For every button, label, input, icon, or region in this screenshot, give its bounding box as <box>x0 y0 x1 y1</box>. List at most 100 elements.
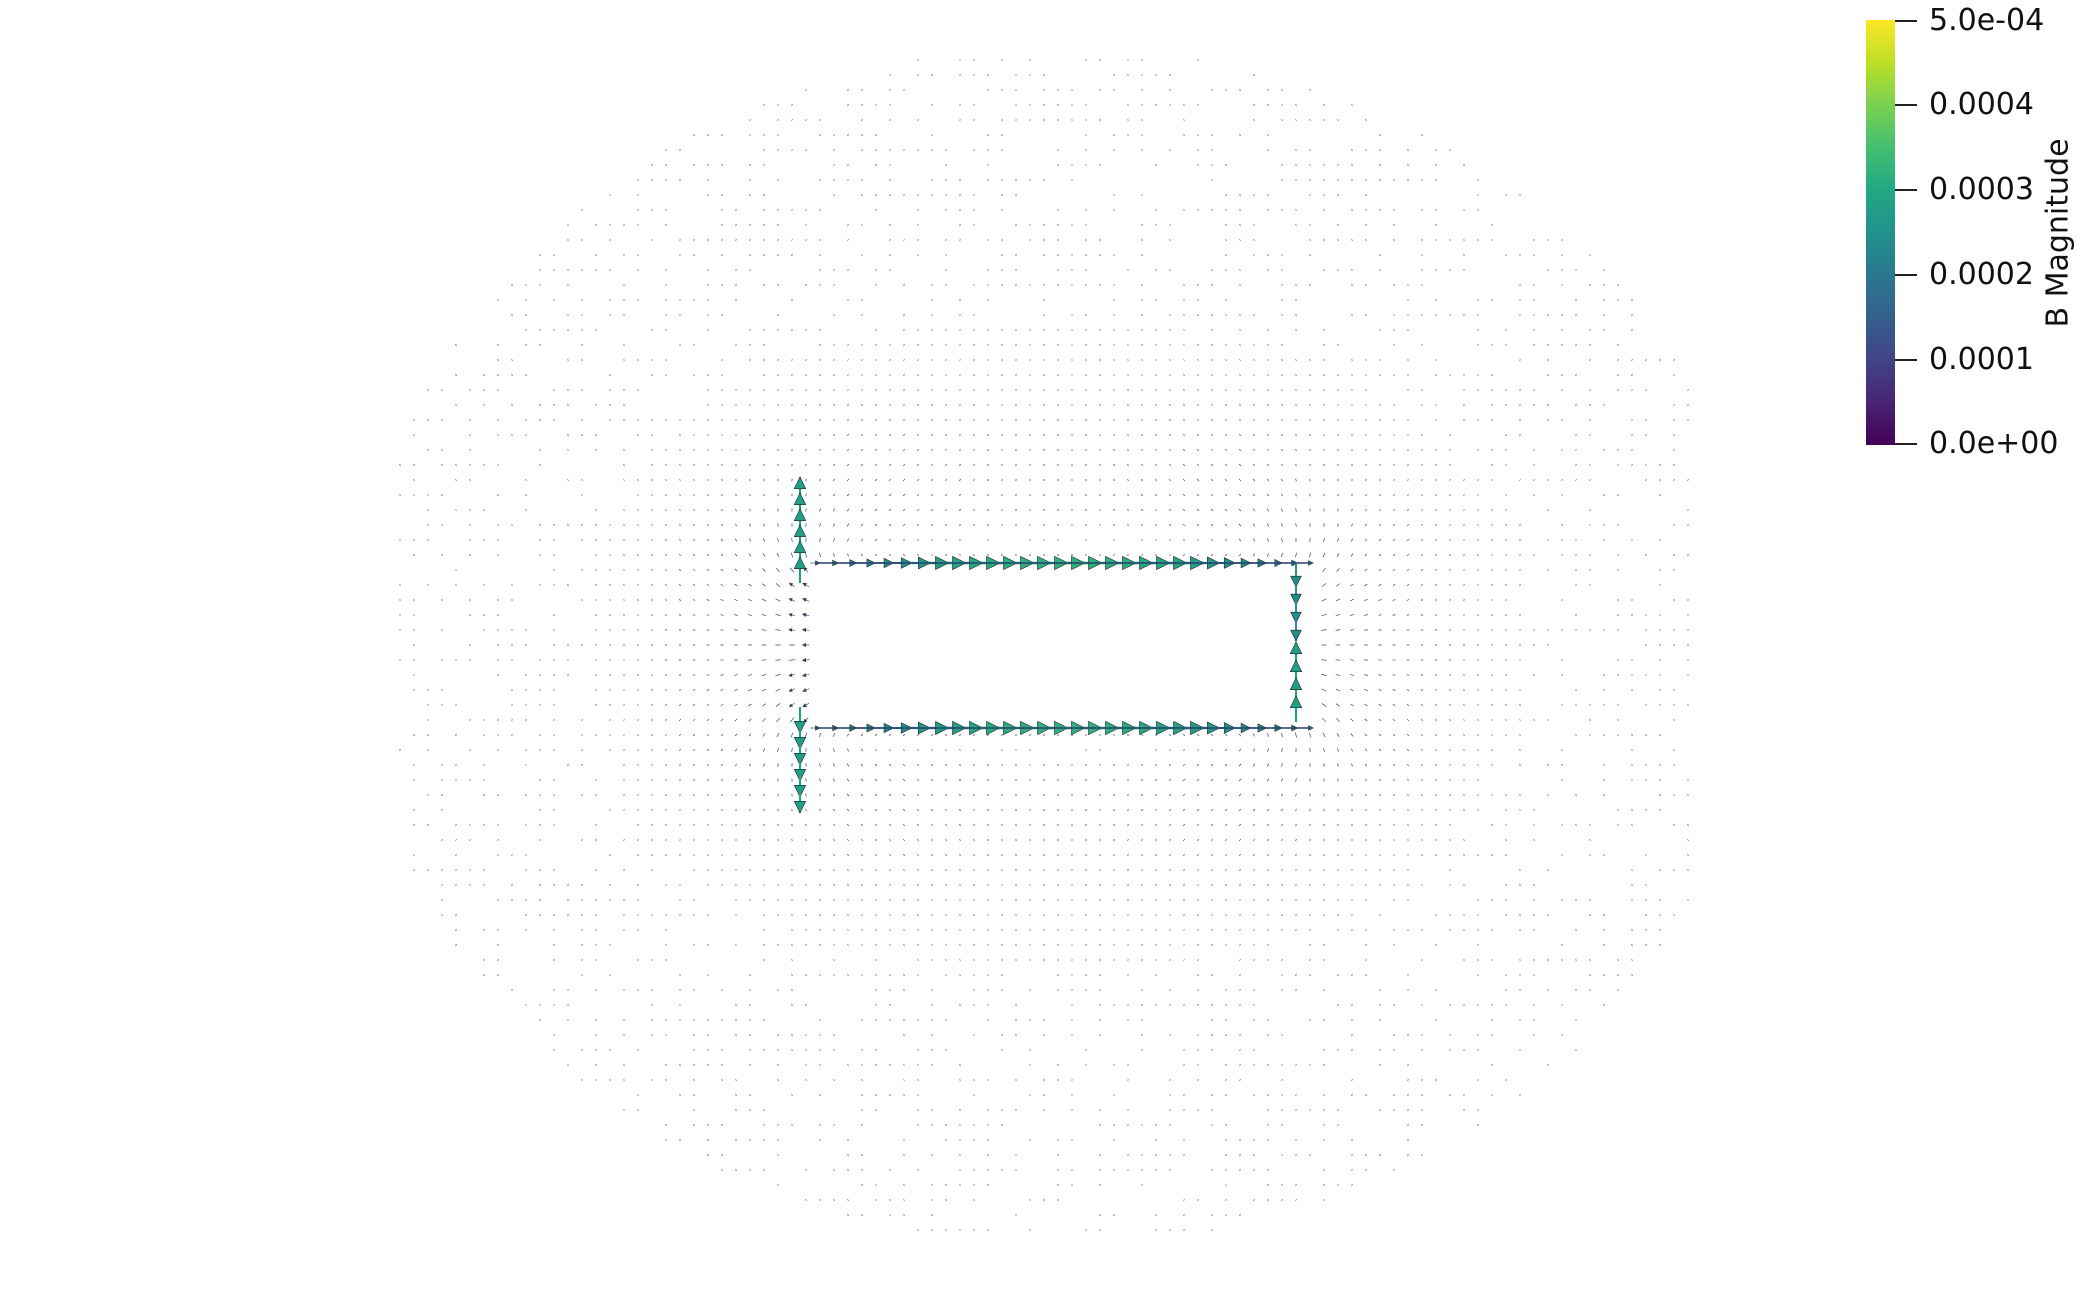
field-vector <box>762 660 767 661</box>
field-vector <box>427 825 428 826</box>
field-vector <box>1169 375 1170 376</box>
field-vector <box>722 509 723 511</box>
field-vector <box>1211 524 1213 526</box>
field-vector <box>764 194 765 195</box>
field-vector <box>526 869 527 870</box>
field-vector <box>959 735 961 736</box>
field-vector <box>1408 494 1409 496</box>
field-vector <box>1183 479 1185 480</box>
field-vector <box>820 374 821 375</box>
field-vector <box>1393 569 1395 571</box>
field-vector <box>847 1140 848 1141</box>
field-vector <box>1617 449 1618 450</box>
field-vector <box>945 749 946 750</box>
field-vector <box>1659 780 1660 781</box>
field-vector <box>959 1005 960 1006</box>
field-vector <box>1547 795 1548 796</box>
field-vector <box>1338 763 1339 766</box>
field-vector <box>1253 120 1254 121</box>
field-vector <box>1211 509 1213 511</box>
field-vector <box>833 1125 834 1126</box>
field-vector <box>1576 374 1577 375</box>
field-vector <box>750 1049 751 1050</box>
field-vector <box>1364 630 1368 631</box>
field-vector <box>1632 884 1633 885</box>
field-vector <box>1169 494 1171 495</box>
field-vector <box>750 1064 751 1065</box>
field-vector <box>553 735 554 736</box>
field-vector <box>1310 359 1311 360</box>
field-vector <box>834 359 835 360</box>
field-vector <box>734 630 737 631</box>
field-vector <box>1268 344 1269 345</box>
field-vector <box>1296 974 1297 975</box>
field-vector <box>1477 705 1478 706</box>
field-vector <box>1169 749 1170 750</box>
field-vector <box>1281 1155 1282 1156</box>
field-vector <box>848 344 849 345</box>
field-vector <box>554 884 555 885</box>
field-vector <box>1239 449 1240 451</box>
field-vector <box>1310 959 1311 960</box>
field-vector <box>778 359 779 360</box>
field-vector <box>959 975 960 976</box>
field-vector <box>931 390 932 391</box>
field-vector <box>735 584 738 586</box>
field-vector <box>750 1019 751 1020</box>
field-vector <box>1141 405 1143 406</box>
field-vector <box>1141 510 1143 511</box>
field-vector <box>1254 389 1255 390</box>
field-vector <box>1449 735 1450 736</box>
field-vector <box>1350 630 1354 631</box>
field-vector <box>820 914 821 915</box>
field-vector <box>540 344 541 345</box>
field-vector <box>1618 344 1619 345</box>
field-vector <box>931 524 933 525</box>
field-vector <box>903 345 904 346</box>
field-vector <box>973 765 975 766</box>
field-vector <box>931 285 932 286</box>
field-vector <box>539 795 540 796</box>
field-vector <box>834 929 835 930</box>
field-vector <box>1394 1094 1395 1095</box>
field-vector <box>749 554 751 557</box>
field-vector <box>875 869 876 870</box>
field-vector <box>1225 1155 1226 1156</box>
field-vector <box>861 764 863 766</box>
field-vector <box>637 720 638 721</box>
field-vector <box>1379 524 1380 526</box>
field-vector <box>441 765 442 766</box>
field-vector <box>903 90 904 91</box>
field-vector <box>931 900 932 901</box>
field-vector <box>1225 494 1227 496</box>
field-vector-head <box>789 689 792 691</box>
field-vector <box>553 809 554 810</box>
field-vector <box>973 825 975 826</box>
field-vector <box>1225 270 1226 271</box>
field-vector <box>778 1034 779 1035</box>
field-vector <box>820 763 821 766</box>
field-vector <box>1604 314 1605 315</box>
field-vector <box>1352 1094 1353 1095</box>
field-vector <box>806 869 807 871</box>
field-vector <box>1449 585 1451 586</box>
field-vector <box>1211 794 1213 796</box>
field-vector <box>749 734 751 737</box>
field-vector <box>847 434 848 436</box>
field-vector <box>1225 734 1227 736</box>
field-vector <box>1253 509 1255 511</box>
field-vector <box>748 599 752 601</box>
field-vector <box>917 809 919 810</box>
field-vector <box>945 270 946 271</box>
field-vector <box>1296 778 1297 781</box>
field-vector <box>665 749 666 750</box>
field-vector <box>945 150 946 151</box>
field-vector <box>1211 884 1212 885</box>
field-vector <box>1141 960 1142 961</box>
field-vector <box>1393 749 1394 751</box>
field-vector <box>861 150 862 151</box>
field-vector <box>1127 495 1129 496</box>
color-legend: 5.0e-04 0.0004 0.0003 0.0002 0.0001 0.0e… <box>1866 20 2066 460</box>
field-vector <box>806 374 807 375</box>
